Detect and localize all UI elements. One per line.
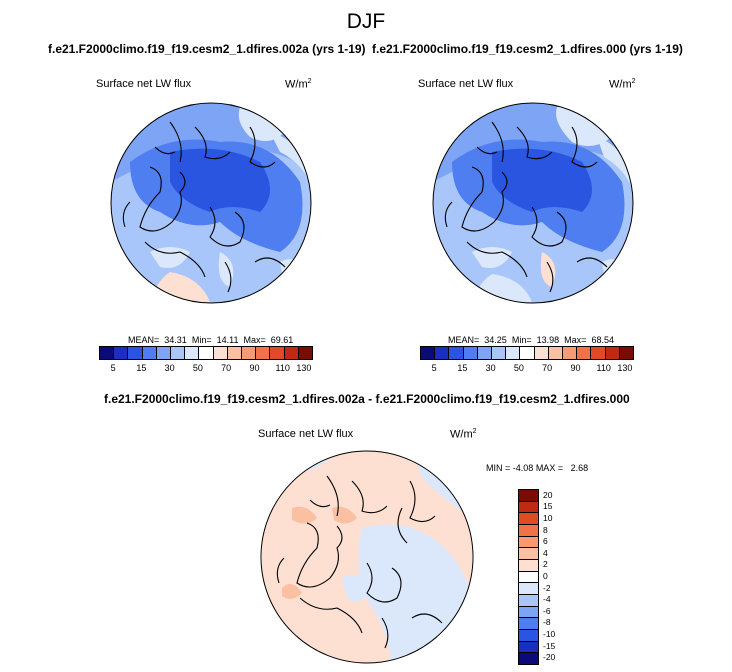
colorbar-tick-label: 50 [513, 363, 524, 373]
colorbar-tick-label: -8 [543, 617, 551, 628]
colorbar-swatch [199, 347, 214, 359]
colorbar-tick-label: -2 [543, 582, 551, 593]
colorbar-swatch [563, 347, 578, 359]
colorbar-swatch [548, 347, 564, 359]
colorbar-tick-label: 110 [596, 363, 611, 373]
colorbar-swatch [284, 347, 299, 359]
colorbar-tick-label: 130 [617, 363, 633, 373]
colorbar-tick-label: 30 [485, 363, 496, 373]
colorbar-swatch [242, 347, 257, 359]
colorbar-swatch [463, 347, 478, 359]
left-polar-map [110, 102, 312, 304]
colorbar-tick-label: 5 [110, 363, 116, 373]
left-colorbar-labels: 5 15 30 50 70 90 110 130 [99, 363, 312, 375]
colorbar-swatch [142, 347, 157, 359]
colorbar-swatch [519, 560, 538, 572]
colorbar-swatch [519, 618, 538, 631]
colorbar-swatch [298, 347, 313, 359]
colorbar-tick-label: -6 [543, 605, 551, 616]
right-colorbar [420, 346, 634, 360]
colorbar-tick-label: 15 [457, 363, 468, 373]
colorbar-swatch [519, 630, 538, 642]
colorbar-tick-label: -20 [543, 652, 556, 663]
right-stats: MEAN= 34.25 Min= 13.98 Max= 68.54 [448, 335, 614, 345]
colorbar-swatch [270, 347, 285, 359]
figure-title: DJF [346, 10, 386, 33]
colorbar-tick-label: 4 [543, 547, 548, 558]
colorbar-swatch [185, 347, 200, 359]
colorbar-swatch [506, 347, 521, 359]
colorbar-swatch [519, 641, 538, 654]
diff-polar-map [260, 450, 474, 664]
colorbar-swatch [519, 513, 538, 526]
colorbar-swatch [128, 347, 143, 359]
right-variable-label: Surface net LW flux [418, 78, 514, 90]
colorbar-swatch [619, 347, 634, 359]
colorbar-swatch [534, 347, 549, 359]
colorbar-swatch [213, 347, 228, 359]
colorbar-swatch [519, 606, 538, 619]
colorbar-tick-label: 30 [164, 363, 175, 373]
diff-units-label: W/m2 [450, 428, 477, 441]
colorbar-tick-label: 70 [221, 363, 232, 373]
colorbar-tick-label: 5 [431, 363, 437, 373]
colorbar-swatch [519, 490, 538, 502]
diff-stats: MIN = -4.08 MAX = 2.68 [486, 463, 589, 473]
colorbar-swatch [519, 501, 538, 514]
colorbar-tick-label: 90 [570, 363, 581, 373]
colorbar-swatch [519, 525, 538, 537]
right-polar-map [432, 102, 634, 304]
colorbar-swatch [520, 347, 535, 359]
colorbar-swatch [519, 583, 538, 596]
right-case-title: f.e21.F2000climo.f19_f19.cesm2_1.dfires.… [372, 42, 683, 56]
colorbar-swatch [591, 347, 606, 359]
colorbar-swatch [519, 653, 538, 665]
colorbar-swatch [519, 595, 538, 607]
colorbar-swatch [519, 571, 538, 584]
right-units-label: W/m2 [609, 78, 636, 91]
colorbar-swatch [156, 347, 172, 359]
colorbar-tick-label: 8 [543, 524, 548, 535]
colorbar-tick-label: 130 [296, 363, 312, 373]
colorbar-swatch [227, 347, 243, 359]
colorbar-tick-label: 110 [275, 363, 290, 373]
left-variable-label: Surface net LW flux [96, 78, 192, 90]
colorbar-swatch [449, 347, 464, 359]
colorbar-swatch [477, 347, 493, 359]
left-colorbar [99, 346, 313, 360]
left-stats: MEAN= 34.31 Min= 14.11 Max= 69.61 [128, 335, 294, 345]
colorbar-tick-label: -4 [543, 594, 551, 605]
colorbar-tick-label: -10 [543, 629, 556, 639]
colorbar-tick-label: 20 [543, 489, 553, 500]
left-units-label: W/m2 [285, 78, 312, 91]
colorbar-swatch [605, 347, 620, 359]
right-colorbar-labels: 5 15 30 50 70 90 110 130 [420, 363, 633, 375]
colorbar-swatch [256, 347, 271, 359]
colorbar-tick-label: 6 [543, 536, 548, 547]
colorbar-tick-label: 15 [136, 363, 147, 373]
colorbar-swatch [421, 347, 436, 359]
diff-colorbar-labels: 20 15 10 8 6 4 2 0 -2 -4 -6 -8 -10 -15 -20 [543, 489, 573, 663]
left-case-title: f.e21.F2000climo.f19_f19.cesm2_1.dfires.… [48, 42, 366, 56]
colorbar-tick-label: 70 [542, 363, 553, 373]
colorbar-tick-label: 2 [543, 559, 548, 570]
colorbar-swatch [435, 347, 450, 359]
colorbar-tick-label: 50 [192, 363, 203, 373]
diff-variable-label: Surface net LW flux [258, 428, 354, 440]
colorbar-tick-label: 15 [543, 501, 553, 512]
colorbar-tick-label: 0 [543, 571, 548, 581]
diff-case-title: f.e21.F2000climo.f19_f19.cesm2_1.dfires.… [104, 392, 630, 406]
colorbar-tick-label: -15 [543, 640, 556, 651]
colorbar-tick-label: 10 [543, 513, 553, 523]
colorbar-swatch [100, 347, 115, 359]
colorbar-swatch [171, 347, 186, 359]
colorbar-tick-label: 90 [249, 363, 260, 373]
colorbar-swatch [577, 347, 592, 359]
colorbar-swatch [114, 347, 129, 359]
colorbar-swatch [519, 548, 538, 561]
colorbar-swatch [492, 347, 507, 359]
colorbar-swatch [519, 536, 538, 549]
diff-colorbar [518, 489, 539, 665]
